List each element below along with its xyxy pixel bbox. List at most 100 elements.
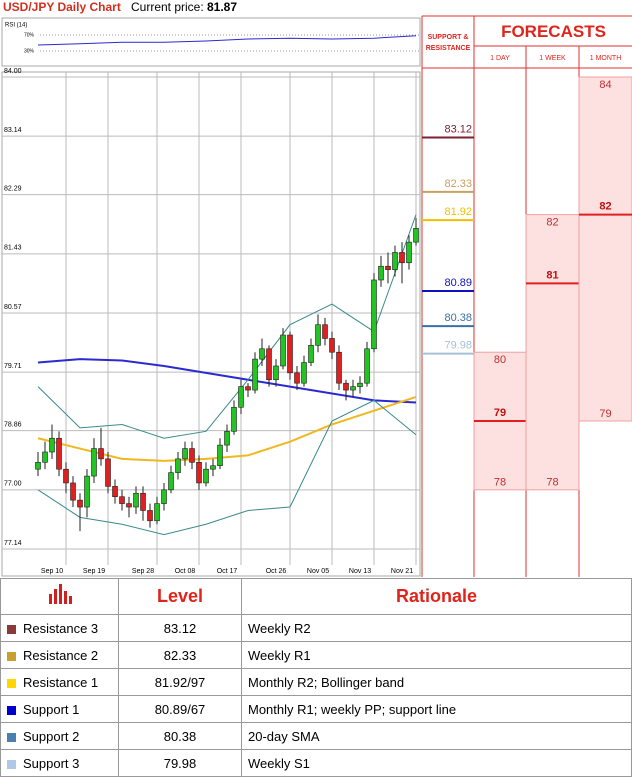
level-cell: 79.98 [118, 749, 242, 777]
candle-body [399, 252, 405, 264]
swatch [7, 624, 16, 634]
forecast-low: 79 [599, 408, 611, 420]
candle-body [378, 265, 384, 281]
swatch [7, 732, 16, 742]
sr-label: 82.33 [444, 178, 472, 190]
candle-body [49, 437, 55, 453]
candle-body [294, 372, 300, 384]
table-row: Resistance 3 83.12 Weekly R2 [0, 614, 632, 642]
candle-body [147, 510, 153, 522]
candle-body [301, 362, 307, 384]
candle-body [287, 334, 293, 374]
sr-title: SUPPORT & RESISTANCE [425, 34, 471, 52]
x-tick-label: Oct 08 [175, 568, 196, 575]
x-tick-label: Sep 10 [41, 568, 63, 575]
level-cell: 80.89/67 [118, 695, 242, 723]
overlay-line [37, 214, 417, 439]
sr-label: 80.89 [444, 277, 472, 289]
level-name: Support 2 [23, 728, 80, 744]
header-cell: Level [118, 578, 242, 615]
candle-body [245, 386, 251, 391]
table-row: Resistance 1 81.92/97 Monthly R2; Bollin… [0, 668, 632, 696]
forecast-mid-label: 79 [494, 407, 506, 419]
forecast-header: 1 WEEK [539, 55, 566, 62]
sr-label: 81.92 [444, 206, 472, 218]
forecast-header: 1 DAY [490, 55, 510, 62]
y-tick-label: 82.29 [4, 185, 22, 192]
overlay-line [37, 358, 417, 404]
candle-body [371, 279, 377, 350]
y-tick-label: 81.43 [4, 245, 22, 252]
plot-frame [1, 71, 421, 577]
overlay-line [37, 399, 417, 536]
candle-body [336, 351, 342, 384]
chart-title: USD/JPY Daily Chart [3, 0, 121, 14]
forecast-header: 1 MONTH [590, 55, 622, 62]
candle-body [273, 365, 279, 381]
level-name: Support 3 [23, 755, 80, 771]
table-row: Resistance 2 82.33 Weekly R1 [0, 641, 632, 669]
forecast-range [525, 214, 580, 491]
candle-body [238, 386, 244, 408]
candle-body [133, 492, 139, 508]
rationale-cell: Weekly S1 [241, 749, 632, 777]
name-cell: Support 3 [0, 749, 119, 777]
name-cell: Resistance 2 [0, 641, 119, 669]
candle-body [203, 468, 209, 484]
name-cell: Resistance 3 [0, 614, 119, 642]
rsi-line [37, 35, 417, 46]
forecast-mid-label: 81 [546, 269, 558, 281]
forecast-low: 78 [546, 477, 558, 489]
candle-body [84, 475, 90, 508]
chart: USD/JPY Daily Chart Current price: 81.87… [1, 0, 632, 577]
rationale-cell: Weekly R2 [241, 614, 632, 642]
rationale-cell: 20-day SMA [241, 722, 632, 750]
y-tick-label: 80.57 [4, 304, 22, 311]
candle-body [182, 448, 188, 460]
candle-body [175, 458, 181, 473]
y-tick-label: 78.86 [4, 421, 22, 428]
x-tick-label: Sep 28 [132, 568, 154, 575]
y-tick-label: 79.71 [4, 363, 22, 370]
icon-cell [0, 578, 119, 615]
level-cell: 81.92/97 [118, 668, 242, 696]
candle-body [98, 448, 104, 460]
candle-body [35, 462, 41, 470]
forecast-range [578, 76, 632, 422]
candle-body [343, 382, 349, 391]
swatch [7, 651, 16, 661]
table-header: Level Rationale [0, 578, 632, 615]
candle-body [231, 406, 237, 432]
rsi-tick-label: 70% [24, 32, 35, 38]
forecast-high: 84 [599, 79, 611, 91]
candle-body [217, 444, 223, 467]
candle-body [406, 241, 412, 264]
candle-body [91, 448, 97, 477]
current-price: 81.87 [207, 0, 237, 14]
candle-body [210, 465, 216, 470]
candle-body [357, 382, 363, 387]
table-row: Support 1 80.89/67 Monthly R1; weekly PP… [0, 695, 632, 723]
candle-body [70, 482, 76, 501]
candle-body [252, 358, 258, 391]
price-label: Current price: [131, 0, 204, 14]
candle-body [189, 448, 195, 463]
forecast-low: 78 [494, 477, 506, 489]
forecast-mid-label: 82 [599, 201, 611, 213]
candle-body [161, 489, 167, 504]
rsi-tick-label: 30% [24, 48, 35, 54]
candle-body [413, 228, 419, 243]
candle-body [266, 348, 272, 381]
x-tick-label: Oct 26 [266, 568, 287, 575]
candle-body [224, 431, 230, 446]
candle-body [140, 492, 146, 511]
candle-body [119, 496, 125, 504]
level-cell: 82.33 [118, 641, 242, 669]
candle-body [329, 338, 335, 353]
y-tick-label: 77.14 [4, 540, 22, 547]
candle-body [308, 345, 314, 363]
level-cell: 83.12 [118, 614, 242, 642]
candle-body [364, 348, 370, 384]
levels-table: Level Rationale Resistance 3 83.12 Weekl… [0, 578, 632, 777]
candle-body [112, 486, 118, 498]
